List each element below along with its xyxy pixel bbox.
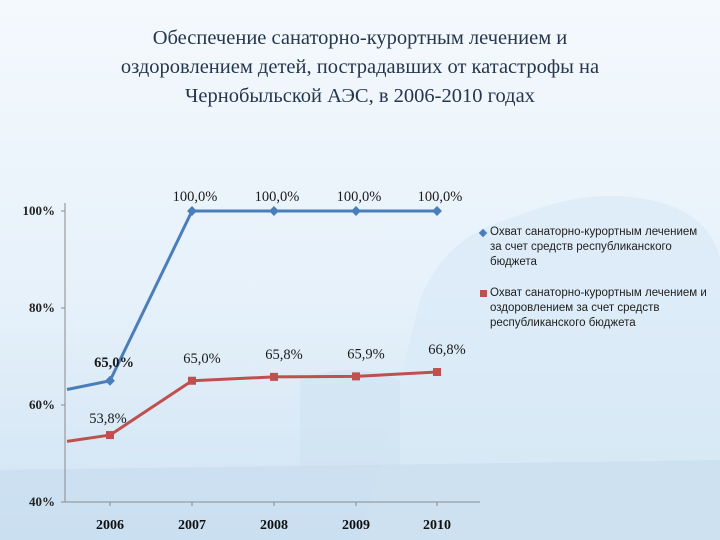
series-2-data-label: 65,9%	[347, 346, 384, 362]
y-tick-label: 60%	[29, 397, 55, 412]
series-1-point	[432, 206, 442, 216]
series-1-data-label: 100,0%	[418, 189, 463, 205]
x-tick-label: 2010	[423, 518, 451, 533]
series-2-line	[66, 370, 438, 443]
y-tick-label: 80%	[29, 300, 55, 315]
legend-diamond-marker-icon	[478, 228, 488, 238]
legend-item-series-2: Охват санаторно-курортным лечением и озд…	[480, 286, 712, 331]
y-tick-label: 100%	[23, 203, 56, 218]
legend-square-marker-icon	[480, 290, 487, 297]
chart-title: Обеспечение санаторно-курортным лечением…	[20, 24, 700, 111]
x-tick-label: 2007	[178, 518, 206, 533]
series-2-data-label: 65,0%	[183, 351, 220, 367]
legend-item-series-1: Охват санаторно-курортным лечением за сч…	[478, 225, 712, 270]
series-1-point	[269, 206, 279, 216]
series-1-point	[351, 206, 361, 216]
series-1-point	[187, 206, 197, 216]
series-1-data-label: 65,0%	[94, 355, 134, 371]
title-line-1: Обеспечение санаторно-курортным лечением…	[152, 27, 568, 49]
series-2-point	[188, 376, 196, 385]
series-1-point	[105, 375, 115, 386]
title-line-3: Чернобыльской АЭС, в 2006-2010 годах	[185, 85, 535, 107]
series-1-line	[66, 209, 437, 391]
series-1-data-label: 100,0%	[173, 189, 218, 205]
series-1-data-label: 100,0%	[255, 189, 300, 205]
chart-legend: Охват санаторно-курортным лечением за сч…	[478, 225, 712, 347]
x-tick-label: 2008	[260, 518, 288, 533]
title-line-2: оздоровлением детей, пострадавших от кат…	[120, 56, 600, 78]
series-2-point	[106, 431, 114, 440]
x-tick-label: 2009	[342, 518, 370, 533]
series-2-data-label: 53,8%	[89, 411, 126, 427]
x-tick-label: 2006	[96, 518, 124, 533]
legend-label-series-2: Охват санаторно-курортным лечением и озд…	[490, 287, 707, 329]
series-2-data-label: 66,8%	[428, 342, 465, 358]
legend-label-series-1: Охват санаторно-курортным лечением за сч…	[490, 226, 698, 268]
series-1-data-label: 100,0%	[337, 189, 382, 205]
series-2-point	[270, 372, 278, 381]
series-2-point	[352, 372, 360, 381]
series-2-point	[433, 368, 441, 377]
y-tick-label: 40%	[29, 494, 55, 509]
series-2-data-label: 65,8%	[265, 347, 302, 363]
